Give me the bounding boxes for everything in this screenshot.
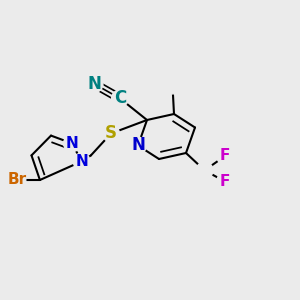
Circle shape [164, 77, 181, 94]
Text: F: F [220, 148, 230, 164]
Text: Br: Br [8, 172, 27, 188]
Text: F: F [220, 174, 230, 189]
Circle shape [217, 148, 233, 164]
Circle shape [73, 153, 90, 170]
Circle shape [130, 137, 146, 154]
Circle shape [86, 76, 103, 92]
Text: N: N [88, 75, 101, 93]
Text: N: N [66, 136, 78, 151]
Circle shape [9, 172, 26, 188]
Circle shape [64, 135, 80, 152]
Text: N: N [131, 136, 145, 154]
Text: C: C [114, 89, 126, 107]
Circle shape [103, 125, 119, 142]
Text: S: S [105, 124, 117, 142]
Text: N: N [75, 154, 88, 169]
Circle shape [196, 162, 213, 179]
Circle shape [112, 90, 128, 107]
Circle shape [217, 173, 233, 190]
